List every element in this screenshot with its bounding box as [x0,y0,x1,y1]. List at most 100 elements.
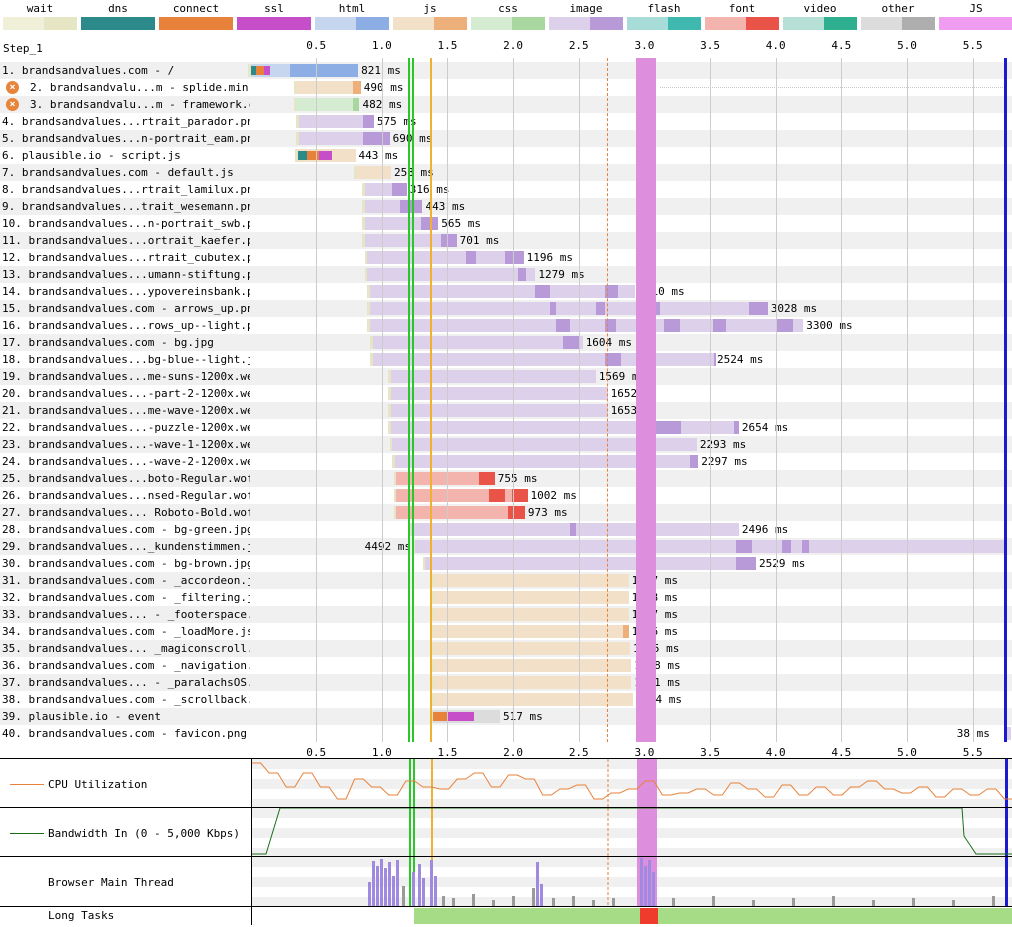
main-thread-activity-bar [712,896,715,906]
request-label: 32. brandsandvalues.com - _filtering.js [2,591,250,604]
request-label: 16. brandsandvalues...rows_up--light.png [2,319,250,332]
request-label: 1. brandsandvalues.com - / [2,64,175,77]
start-render-line [409,759,411,807]
request-row[interactable]: 39. plausible.io - event 517 ms [0,708,1012,725]
request-label: 40. brandsandvalues.com - favicon.png [2,727,248,740]
request-wait-segment [393,506,397,519]
request-data-chunk [363,132,390,145]
main-thread-activity-bar [872,900,875,906]
legend-item-other: other [861,0,935,38]
request-row[interactable]: 6. plausible.io - script.js 443 ms [0,147,1012,164]
request-row[interactable]: 15. brandsandvalues.com - arrows_up.png 3… [0,300,1012,317]
request-row[interactable]: × 2. brandsandvalu...m - splide.min.js 490… [0,79,1012,96]
request-row[interactable]: 21. brandsandvalues...me-wave-1200x.webp… [0,402,1012,419]
request-duration: 4492 ms [364,540,411,553]
request-label: 8. brandsandvalues...rtrait_lamilux.png [2,183,250,196]
legend-item-connect: connect [159,0,233,38]
request-row[interactable]: 18. brandsandvalues...bg-blue--light.jpg… [0,351,1012,368]
axis-tick-label: 5.5 [962,39,983,52]
gridline [447,58,449,742]
axis-tick-label: 3.5 [700,746,720,759]
request-row[interactable]: 7. brandsandvalues.com - default.js 258 m… [0,164,1012,181]
request-row[interactable]: 9. brandsandvalues...trait_wesemann.png 4… [0,198,1012,215]
request-ssl-segment [447,712,474,721]
request-row[interactable]: 30. brandsandvalues.com - bg-brown.jpg 25… [0,555,1012,572]
request-download-segment [372,353,714,366]
request-row[interactable]: 27. brandsandvalues... Roboto-Bold.woff2… [0,504,1012,521]
request-row[interactable]: 5. brandsandvalues...n-portrait_eam.png 6… [0,130,1012,147]
request-connect-segment [306,151,319,160]
request-row[interactable]: 1. brandsandvalues.com - / 821 ms [0,62,1012,79]
request-download-segment [425,557,756,570]
request-row[interactable]: 14. brandsandvalues...ypovereinsbank.png… [0,283,1012,300]
request-row[interactable]: 10. brandsandvalues...n-portrait_swb.png… [0,215,1012,232]
request-row[interactable]: 36. brandsandvalues.com - _navigation.js… [0,657,1012,674]
request-row[interactable]: × 3. brandsandvalu...m - framework.css 482… [0,96,1012,113]
request-row[interactable]: 26. brandsandvalues...nsed-Regular.woff2… [0,487,1012,504]
main-thread-activity-bar [492,900,495,906]
request-row[interactable]: 24. brandsandvalues...-wave-2-1200x.webp… [0,453,1012,470]
request-data-chunk [511,489,528,502]
request-ssl-segment [318,151,332,160]
request-row[interactable]: 25. brandsandvalues...boto-Regular.woff2… [0,470,1012,487]
request-wait-segment [354,166,358,179]
request-row[interactable]: 12. brandsandvalues...rtrait_cubutex.png… [0,249,1012,266]
request-download-segment [396,472,495,485]
request-label: 18. brandsandvalues...bg-blue--light.jpg [2,353,250,366]
request-data-chunk [623,625,629,638]
request-row[interactable]: 33. brandsandvalues... - _footerspace.js… [0,606,1012,623]
request-label: 5. brandsandvalues...n-portrait_eam.png [2,132,250,145]
legend-swatch [315,17,389,30]
axis-tick-label: 1.0 [371,39,392,52]
request-row[interactable]: 35. brandsandvalues... _magiconscroll.js… [0,640,1012,657]
request-row[interactable]: 16. brandsandvalues...rows_up--light.png… [0,317,1012,334]
request-row[interactable]: 34. brandsandvalues.com - _loadMore.js14… [0,623,1012,640]
request-row[interactable]: 29. brandsandvalues..._kundenstimmen.jpg… [0,538,1012,555]
legend-swatch [3,17,77,30]
request-row[interactable]: 31. brandsandvalues.com - _accordeon.js1… [0,572,1012,589]
dom-interactive-line [430,58,432,742]
cpu-legend-line [10,784,44,785]
main-thread-label: Browser Main Thread [48,876,174,889]
legend-label: image [569,2,603,15]
request-row[interactable]: 13. brandsandvalues...umann-stiftung.png… [0,266,1012,283]
request-duration: 3300 ms [806,319,853,332]
legend-swatch-light [783,17,824,30]
request-data-chunk [712,319,726,332]
request-label: 12. brandsandvalues...rtrait_cubutex.png [2,251,250,264]
axis-tick-label: 5.0 [897,39,917,52]
panel-stripe [252,759,1012,769]
request-duration: 517 ms [502,710,543,723]
request-row[interactable]: 8. brandsandvalues...rtrait_lamilux.png 3… [0,181,1012,198]
request-row[interactable]: 37. brandsandvalues... - _paralachsOS.js… [0,674,1012,691]
panel-stripe [252,877,1012,887]
request-row[interactable]: 32. brandsandvalues.com - _filtering.js1… [0,589,1012,606]
request-wait-segment [389,438,393,451]
legend-swatch [627,17,701,30]
request-row[interactable]: 11. brandsandvalues...ortrait_kaefer.png… [0,232,1012,249]
request-wait-segment [364,251,368,264]
legend-label: video [803,2,837,15]
legend-swatch-dark [43,17,77,30]
request-label: 29. brandsandvalues..._kundenstimmen.jpg [2,540,250,553]
request-row[interactable]: 23. brandsandvalues...-wave-1-1200x.webp… [0,436,1012,453]
request-duration: 1279 ms [538,268,585,281]
request-download-segment [434,676,632,689]
legend-swatch-light [549,17,590,30]
request-row[interactable]: 38. brandsandvalues.com - _scrollback.js… [0,691,1012,708]
request-wait-segment [362,234,366,247]
request-row[interactable]: 40. brandsandvalues.com - favicon.png 38 … [0,725,1012,742]
request-connect-segment [433,712,448,721]
request-row[interactable]: 4. brandsandvalues...rtrait_parador.png 5… [0,113,1012,130]
request-download-segment [396,489,528,502]
cpu-utilization-panel: CPU Utilization [0,758,1012,809]
legend-label: font [728,2,756,15]
request-wait-segment [431,574,435,587]
request-row[interactable]: 19. brandsandvalues...me-suns-1200x.webp… [0,368,1012,385]
main-thread-activity-bar [442,896,445,906]
request-wait-segment [293,81,297,94]
request-row[interactable]: 17. brandsandvalues.com - bg.jpg 1604 ms [0,334,1012,351]
request-row[interactable]: 22. brandsandvalues...-puzzle-1200x.webp… [0,419,1012,436]
request-row[interactable]: 28. brandsandvalues.com - bg-green.jpg 24… [0,521,1012,538]
request-row[interactable]: 20. brandsandvalues...-part-2-1200x.webp… [0,385,1012,402]
